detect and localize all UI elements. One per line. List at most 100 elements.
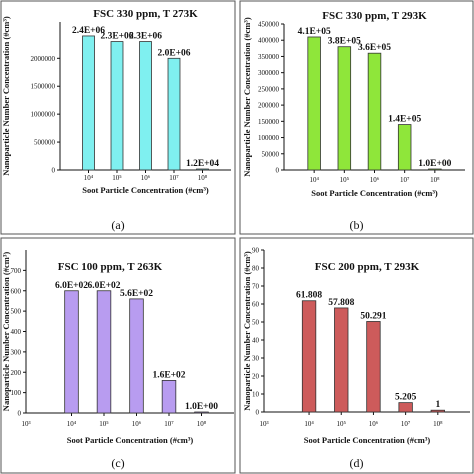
x-tick-label: 10⁵ bbox=[112, 174, 122, 182]
y-axis-label: Nanoparticle Number Concentration (#cm³) bbox=[1, 252, 11, 412]
bar bbox=[301, 300, 317, 413]
chart-panel-1: 0 500000 1000000 1500000 2000000 10⁴ 2.4E+06 10… bbox=[0, 0, 236, 235]
x-tick-label: 10⁷ bbox=[401, 420, 411, 428]
chart-title: FSC 100 ppm, T 263K bbox=[58, 261, 163, 273]
x-axis-label: Soot Particle Concentration (#cm³) bbox=[311, 188, 438, 198]
bar bbox=[366, 321, 381, 413]
y-tick-label: 500000 bbox=[34, 139, 56, 147]
x-tick-label: 10⁴ bbox=[309, 176, 319, 184]
y-axis-label: Nanoparticle Number Concentration (#cm³) bbox=[242, 17, 252, 177]
y-tick-label: 250000 bbox=[258, 85, 280, 93]
data-label: 2.3E+06 bbox=[100, 32, 133, 42]
x-tick-label: 10⁸ bbox=[433, 420, 443, 428]
bar bbox=[398, 402, 413, 413]
y-tick-label: 1000000 bbox=[31, 111, 56, 119]
data-label: 2.4E+06 bbox=[72, 26, 105, 36]
x-axis-label: Soot Particle Concentration (#cm³) bbox=[304, 435, 431, 445]
data-label: 4.1E+05 bbox=[298, 27, 331, 37]
x-tick-label: 10⁶ bbox=[141, 174, 151, 182]
x-tick-label: 10³ bbox=[21, 420, 30, 428]
y-tick-label: 100 bbox=[11, 389, 22, 397]
data-label: 50.291 bbox=[360, 311, 386, 321]
data-label: 2.0E+06 bbox=[157, 48, 190, 58]
y-axis-label: Nanoparticle Number Concentration (#cm³) bbox=[1, 16, 11, 176]
y-axis-label: Nanoparticle Number Concentration (#cm³) bbox=[242, 251, 252, 411]
panel-caption: (c) bbox=[111, 456, 124, 470]
y-tick-label: 10 bbox=[252, 391, 260, 399]
y-tick-label: 50000 bbox=[262, 150, 280, 158]
x-tick-label: 10⁵ bbox=[340, 176, 350, 184]
y-tick-label: 90 bbox=[252, 247, 260, 255]
y-tick-label: 20 bbox=[252, 373, 260, 381]
x-tick-label: 10⁴ bbox=[304, 420, 314, 428]
data-label: 1.6E+02 bbox=[152, 370, 185, 380]
data-label: 6.0E+02 bbox=[55, 281, 88, 291]
y-tick-label: 50 bbox=[252, 319, 260, 327]
y-tick-label: 400 bbox=[11, 328, 22, 336]
y-tick-label: 0 bbox=[256, 409, 260, 417]
panel-border bbox=[239, 237, 474, 474]
data-label: 1.2E+04 bbox=[186, 159, 219, 169]
y-tick-label: 350000 bbox=[258, 53, 280, 61]
bar bbox=[337, 46, 352, 171]
data-label: 2.3E+06 bbox=[129, 32, 162, 42]
x-tick-label: 10⁷ bbox=[169, 174, 179, 182]
x-tick-label: 10⁴ bbox=[67, 420, 77, 428]
y-tick-label: 40 bbox=[252, 337, 260, 345]
chart-panel-2: 0 50000 100000 150000 200000 250000 300000 3500… bbox=[239, 0, 474, 235]
x-tick-label: 10⁷ bbox=[164, 420, 174, 428]
data-label: 61.808 bbox=[296, 291, 322, 301]
y-tick-label: 200000 bbox=[258, 102, 280, 110]
bar bbox=[196, 168, 209, 171]
data-label: 5.6E+02 bbox=[120, 289, 153, 299]
y-tick-label: 0 bbox=[52, 167, 56, 175]
chart-panel-4: 0 10 20 30 40 50 60 70 80 90 10³ 10⁴ 61.808 10⁵ 57.808… bbox=[239, 237, 474, 474]
bar bbox=[334, 307, 349, 413]
y-tick-label: 100000 bbox=[258, 134, 280, 142]
panel-caption: (d) bbox=[350, 456, 364, 470]
x-tick-label: 10⁵ bbox=[337, 420, 347, 428]
x-tick-label: 10⁶ bbox=[369, 420, 379, 428]
x-tick-label: 10⁴ bbox=[84, 174, 94, 182]
bar bbox=[194, 411, 209, 414]
x-tick-label: 10⁵ bbox=[99, 420, 109, 428]
y-tick-label: 70 bbox=[252, 283, 260, 291]
bar bbox=[82, 35, 95, 171]
data-label: 3.6E+05 bbox=[358, 43, 391, 53]
y-tick-label: 400000 bbox=[258, 37, 280, 45]
data-label: 3.8E+05 bbox=[328, 37, 361, 47]
y-tick-label: 2000000 bbox=[31, 55, 56, 63]
bar bbox=[430, 409, 445, 413]
y-tick-label: 60 bbox=[252, 301, 260, 309]
chart-title: FSC 330 ppm, T 293K bbox=[322, 10, 427, 22]
data-label: 1.0E+00 bbox=[418, 159, 451, 169]
bar bbox=[64, 290, 79, 414]
y-tick-label: 600 bbox=[11, 287, 22, 295]
x-tick-label: 10⁸ bbox=[197, 420, 207, 428]
bar bbox=[96, 290, 112, 414]
y-tick-label: 80 bbox=[252, 265, 260, 273]
y-tick-label: 30 bbox=[252, 355, 260, 363]
panel-caption: (a) bbox=[111, 218, 124, 232]
x-tick-label: 10⁸ bbox=[198, 174, 208, 182]
y-tick-label: 0 bbox=[276, 167, 280, 175]
bar bbox=[367, 52, 382, 171]
data-label: 1.0E+00 bbox=[185, 402, 218, 412]
x-tick-label: 10⁷ bbox=[400, 176, 410, 184]
y-tick-label: 450000 bbox=[258, 21, 280, 29]
bar bbox=[428, 168, 442, 171]
bar bbox=[110, 41, 124, 171]
panel-border bbox=[239, 0, 474, 235]
data-label: 1 bbox=[435, 400, 440, 410]
x-axis-label: Soot Particle Concentration (#cm³) bbox=[82, 185, 209, 195]
bar bbox=[167, 57, 181, 171]
data-label: 57.808 bbox=[328, 298, 354, 308]
data-label: 5.205 bbox=[395, 393, 417, 403]
y-tick-label: 150000 bbox=[258, 118, 280, 126]
chart-title: FSC 330 ppm, T 273K bbox=[93, 8, 198, 20]
bar bbox=[129, 298, 144, 414]
x-tick-label: 10⁶ bbox=[370, 176, 380, 184]
x-axis-label: Soot Particle Concentration (#cm³) bbox=[67, 435, 194, 445]
panel-caption: (b) bbox=[350, 218, 364, 232]
